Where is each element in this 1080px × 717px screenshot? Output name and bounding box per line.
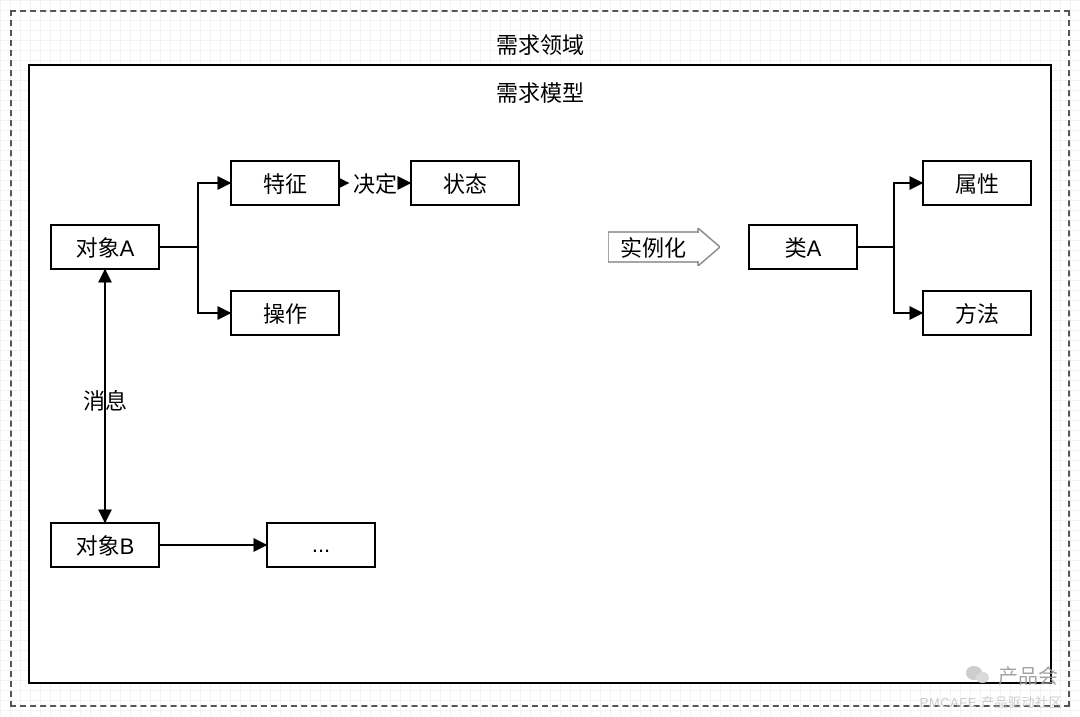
wechat-icon <box>966 662 992 688</box>
edge-label-decide: 决定 <box>353 167 397 199</box>
node-state: 状态 <box>410 160 520 206</box>
node-attribute: 属性 <box>922 160 1032 206</box>
instantiate-label: 实例化 <box>608 232 698 262</box>
node-label: 对象B <box>76 529 135 561</box>
node-label: 类A <box>785 231 822 263</box>
node-label: 状态 <box>443 167 487 199</box>
node-method: 方法 <box>922 290 1032 336</box>
watermark: 产品会 <box>966 660 1058 689</box>
node-object-b: 对象B <box>50 522 160 568</box>
watermark-text: 产品会 <box>998 660 1058 689</box>
node-label: 对象A <box>76 231 135 263</box>
node-label: 方法 <box>955 297 999 329</box>
node-label: 属性 <box>955 167 999 199</box>
node-etc: ... <box>266 522 376 568</box>
node-label: ... <box>312 532 330 558</box>
node-class-a: 类A <box>748 224 858 270</box>
watermark-subtext: PMCAFE 产品驱动社区 <box>920 692 1062 711</box>
inner-frame <box>28 64 1052 684</box>
edge-label-message: 消息 <box>83 384 127 416</box>
node-feature: 特征 <box>230 160 340 206</box>
outer-frame-title: 需求领域 <box>496 28 584 60</box>
node-label: 操作 <box>263 297 307 329</box>
instantiate-arrow: 实例化 <box>608 232 720 262</box>
node-operation: 操作 <box>230 290 340 336</box>
diagram-canvas: 需求领域 需求模型 对象A 特征 状态 操作 对象B ... 类A 属性 方法 … <box>0 0 1080 717</box>
inner-frame-title: 需求模型 <box>496 76 584 108</box>
node-label: 特征 <box>263 167 307 199</box>
node-object-a: 对象A <box>50 224 160 270</box>
